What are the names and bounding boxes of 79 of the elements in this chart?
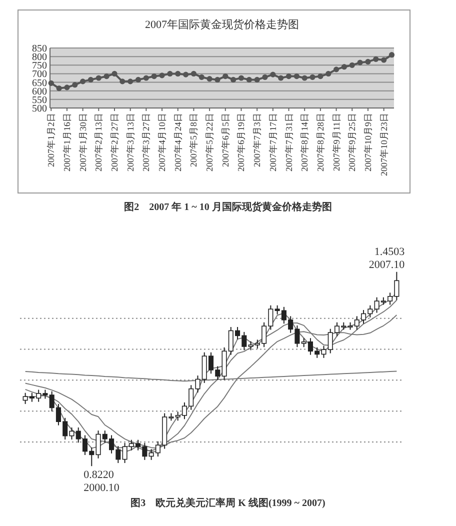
x-tick-label: 2007年8月28日 (315, 113, 326, 172)
y-tick-label: 850 (32, 44, 47, 54)
point (365, 58, 371, 65)
point (278, 75, 284, 81)
point (48, 80, 54, 86)
point (104, 73, 110, 80)
caption: 图2 2007 年 1 ~ 10 月国际现货黄金价格走势图 (124, 201, 332, 213)
point (143, 75, 149, 81)
x-tick-label: 2007年1月16日 (62, 113, 72, 172)
x-tick-label: 2007年5月8日 (188, 113, 199, 167)
point (294, 73, 300, 80)
x-tick-label: 2007年9月11日 (331, 113, 342, 172)
point (357, 60, 363, 66)
point (326, 70, 332, 77)
point (286, 73, 292, 80)
point (238, 75, 244, 81)
point (230, 76, 236, 83)
x-tick-label: 2007年3月13日 (125, 113, 136, 172)
point (246, 76, 252, 83)
x-tick-label: 2007年10月9日 (362, 113, 373, 172)
point (222, 73, 228, 80)
point (120, 78, 126, 84)
y-tick-label: 550 (32, 94, 47, 106)
point (198, 74, 204, 80)
y-tick-label: 650 (32, 78, 47, 89)
x-tick-label: 2007年7月31日 (284, 113, 294, 172)
x-tick-label: 2007年4月10日 (157, 113, 168, 172)
point (151, 73, 157, 80)
point (56, 85, 62, 92)
point (349, 62, 355, 68)
point (381, 57, 387, 63)
point (310, 74, 316, 80)
x-tick-label: 2007年7月3日 (252, 113, 262, 167)
point (128, 78, 134, 84)
text: 1.4503 2007.10 (368, 246, 406, 271)
y-tick-label: 750 (32, 60, 47, 72)
point (206, 76, 212, 82)
point (333, 66, 340, 72)
point (135, 76, 142, 83)
point (167, 70, 173, 77)
point (80, 78, 86, 84)
point (302, 75, 308, 81)
x-tick-label: 2007年8月14日 (300, 113, 310, 172)
title: 2007年国际黄金现货价格走势图 (145, 19, 299, 31)
x-tick-label: 2007年7月17日 (268, 113, 278, 172)
x-tick-label: 2007年4月24日 (172, 113, 183, 172)
point (318, 73, 324, 80)
point (112, 70, 118, 77)
x-tick-label: 2007年2月27日 (110, 113, 120, 172)
point (64, 84, 70, 90)
text: 0.8220 2000.10 (84, 469, 120, 494)
x-tick-label: 2007年2月13日 (94, 113, 104, 172)
point (341, 64, 348, 70)
y-tick-label: 600 (32, 86, 47, 98)
point (190, 70, 197, 77)
point (270, 72, 276, 78)
x-tick-label: 2007年6月5日 (220, 113, 230, 167)
point (72, 82, 78, 88)
point (254, 76, 260, 83)
x-tick-label: 2007年1月30日 (78, 113, 88, 172)
point (88, 76, 94, 83)
x-tick-label: 2007年1月2日 (46, 113, 56, 167)
point (96, 75, 102, 81)
point (388, 52, 395, 58)
x-tick-label: 2007年5月22日 (204, 113, 215, 172)
point (182, 72, 189, 78)
x-tick-label: 2007年6月19日 (236, 113, 246, 172)
point (373, 56, 379, 62)
point (159, 72, 165, 78)
y-tick-label: 800 (32, 52, 47, 64)
x-tick-label: 2007年3月27日 (141, 113, 152, 172)
point (175, 70, 181, 77)
x-tick-label: 2007年10月23日 (378, 113, 389, 176)
y-tick-label: 700 (32, 69, 47, 80)
y-tick-label: 500 (32, 104, 47, 114)
point (262, 74, 268, 80)
x-tick-label: 2007年9月25日 (347, 113, 358, 172)
caption: 图3 欧元兑美元汇率周 K 线图(1999 ~ 2007) (130, 497, 326, 509)
point (214, 76, 220, 83)
